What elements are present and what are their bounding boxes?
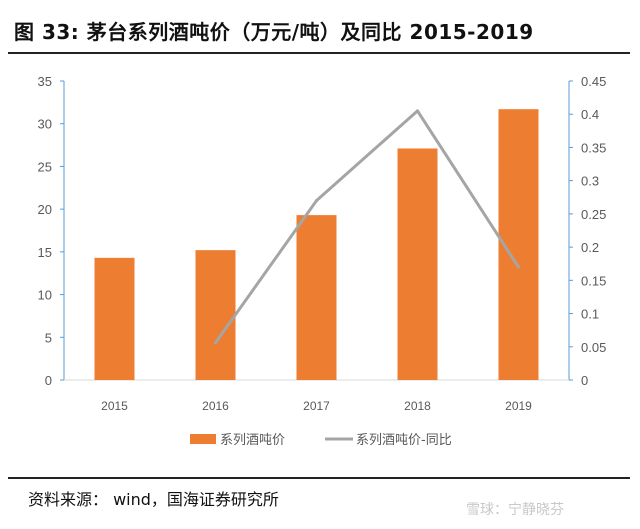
x-tick-label: 2015 (101, 399, 128, 413)
right-tick-label: 0.45 (581, 74, 606, 89)
right-tick-label: 0.05 (581, 340, 606, 355)
right-tick-label: 0.25 (581, 207, 606, 222)
left-tick-label: 0 (45, 373, 52, 388)
right-tick-label: 0.2 (581, 240, 599, 255)
x-tick-label: 2019 (505, 399, 532, 413)
left-tick-label: 35 (38, 74, 52, 89)
legend-bar-swatch (190, 434, 216, 444)
yoy-point (416, 109, 419, 113)
bar-2018 (397, 148, 438, 380)
chart-title: 图 33: 茅台系列酒吨价（万元/吨）及同比 2015-2019 (14, 20, 534, 44)
left-tick-label: 15 (38, 245, 52, 260)
right-tick-label: 0.3 (581, 174, 599, 189)
left-tick-label: 5 (45, 330, 52, 345)
right-tick-label: 0.1 (581, 307, 599, 322)
legend-line-label: 系列酒吨价-同比 (356, 433, 452, 448)
yoy-point (315, 199, 318, 203)
bar-2017 (296, 215, 337, 380)
bar-2015 (94, 257, 135, 380)
watermark: 雪球：宁静晓芬 (466, 502, 564, 518)
right-tick-label: 0.35 (581, 140, 606, 155)
left-tick-label: 30 (38, 117, 52, 132)
x-tick-label: 2018 (404, 399, 431, 413)
yoy-point (214, 341, 217, 345)
source-note: 资料来源： wind，国海证券研究所 (28, 490, 279, 509)
legend-bar-label: 系列酒吨价 (220, 433, 285, 448)
chart: 0 5 10 15 20 25 30 35 0 0.05 0.1 0.15 0.2 0.25 0.3 0.35… (38, 74, 607, 448)
left-tick-label: 20 (38, 202, 52, 217)
yoy-line (214, 109, 520, 344)
yoy-point (517, 265, 520, 269)
right-tick-label: 0 (581, 373, 588, 388)
right-tick-label: 0.4 (581, 107, 599, 122)
title-divider (8, 52, 630, 54)
source-divider (8, 477, 630, 479)
x-tick-label: 2016 (202, 399, 229, 413)
left-tick-label: 25 (38, 159, 52, 174)
right-tick-label: 0.15 (581, 273, 606, 288)
left-tick-label: 10 (38, 288, 52, 303)
x-tick-label: 2017 (303, 399, 330, 413)
bar-2016 (195, 250, 236, 380)
